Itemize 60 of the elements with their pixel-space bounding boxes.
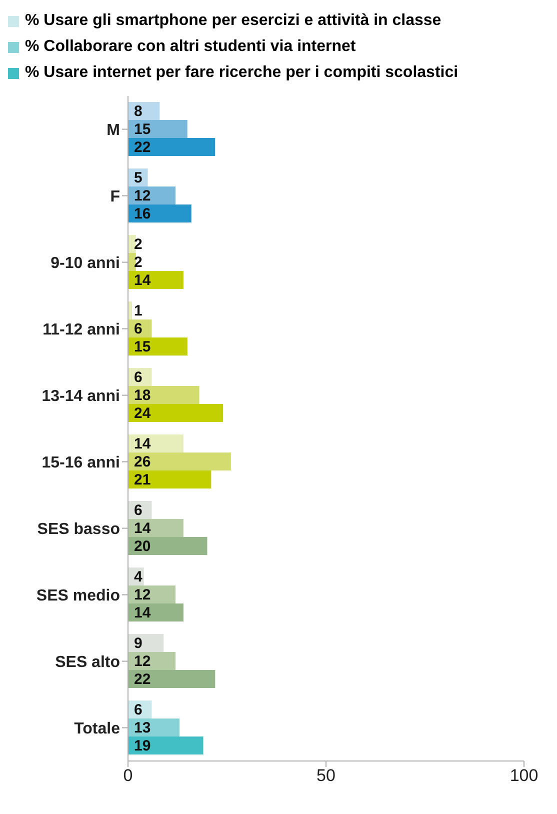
bar <box>128 434 184 452</box>
y-tick-label: 9-10 anni <box>50 254 120 272</box>
bar <box>128 120 188 138</box>
bar <box>128 404 224 422</box>
data-label: 6 <box>134 320 142 338</box>
data-label: 19 <box>134 737 151 754</box>
y-tick-label: M <box>106 122 120 139</box>
x-tick-label: 0 <box>123 766 133 786</box>
data-label: 12 <box>134 652 151 670</box>
data-label: 26 <box>134 453 151 470</box>
bar <box>128 337 188 356</box>
data-label: 18 <box>134 386 151 404</box>
data-label: 12 <box>134 187 151 204</box>
bar <box>128 270 184 289</box>
data-label: 22 <box>134 138 151 156</box>
bar <box>128 138 216 156</box>
bar <box>128 518 184 537</box>
x-tick-label: 50 <box>316 766 336 786</box>
data-label: 6 <box>134 502 142 519</box>
data-label: 8 <box>134 102 142 120</box>
bar <box>128 736 204 754</box>
data-label: 14 <box>134 520 152 537</box>
data-label: 22 <box>134 670 151 688</box>
bar <box>128 452 231 470</box>
data-label: 6 <box>134 368 142 386</box>
y-tick-label: 15-16 anni <box>42 454 120 472</box>
legend-label: % Usare gli smartphone per esercizi e attività in classe <box>25 12 442 30</box>
data-label: 15 <box>134 120 151 138</box>
y-tick-label: Totale <box>74 720 120 738</box>
y-tick-label: SES alto <box>55 654 120 671</box>
data-label: 21 <box>134 471 151 488</box>
data-label: 20 <box>134 538 151 555</box>
data-label: 16 <box>134 205 151 222</box>
data-label: 15 <box>134 338 151 356</box>
y-tick-label: SES basso <box>37 520 120 538</box>
data-label: 6 <box>134 701 142 718</box>
bar <box>128 536 208 555</box>
legend-label: % Usare internet per fare ricerche per i compiti scolastici <box>25 64 458 82</box>
data-label: 13 <box>134 719 151 736</box>
data-label: 14 <box>134 435 152 452</box>
data-label: 24 <box>134 404 152 422</box>
bar <box>128 470 212 488</box>
data-label: 1 <box>134 302 142 320</box>
bar <box>128 204 192 222</box>
data-label: 2 <box>134 236 142 253</box>
legend-label: % Collaborare con altri studenti via internet <box>25 38 356 56</box>
x-tick-label: 100 <box>510 766 538 786</box>
y-tick-label: 13-14 anni <box>42 388 120 405</box>
y-tick-label: SES medio <box>36 587 120 604</box>
data-label: 9 <box>134 634 142 652</box>
data-label: 12 <box>134 586 151 604</box>
data-label: 4 <box>134 568 143 586</box>
bar <box>128 603 184 622</box>
data-label: 14 <box>134 272 152 289</box>
bar <box>128 386 200 404</box>
data-label: 14 <box>134 604 152 622</box>
y-tick-label: F <box>110 188 120 206</box>
y-tick-label: 11-12 anni <box>42 321 120 338</box>
bar <box>128 670 216 688</box>
data-label: 5 <box>134 169 142 186</box>
